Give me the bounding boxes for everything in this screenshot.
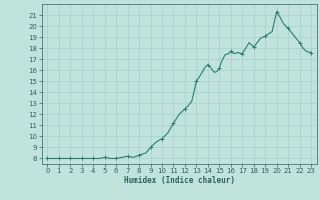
X-axis label: Humidex (Indice chaleur): Humidex (Indice chaleur) — [124, 176, 235, 185]
